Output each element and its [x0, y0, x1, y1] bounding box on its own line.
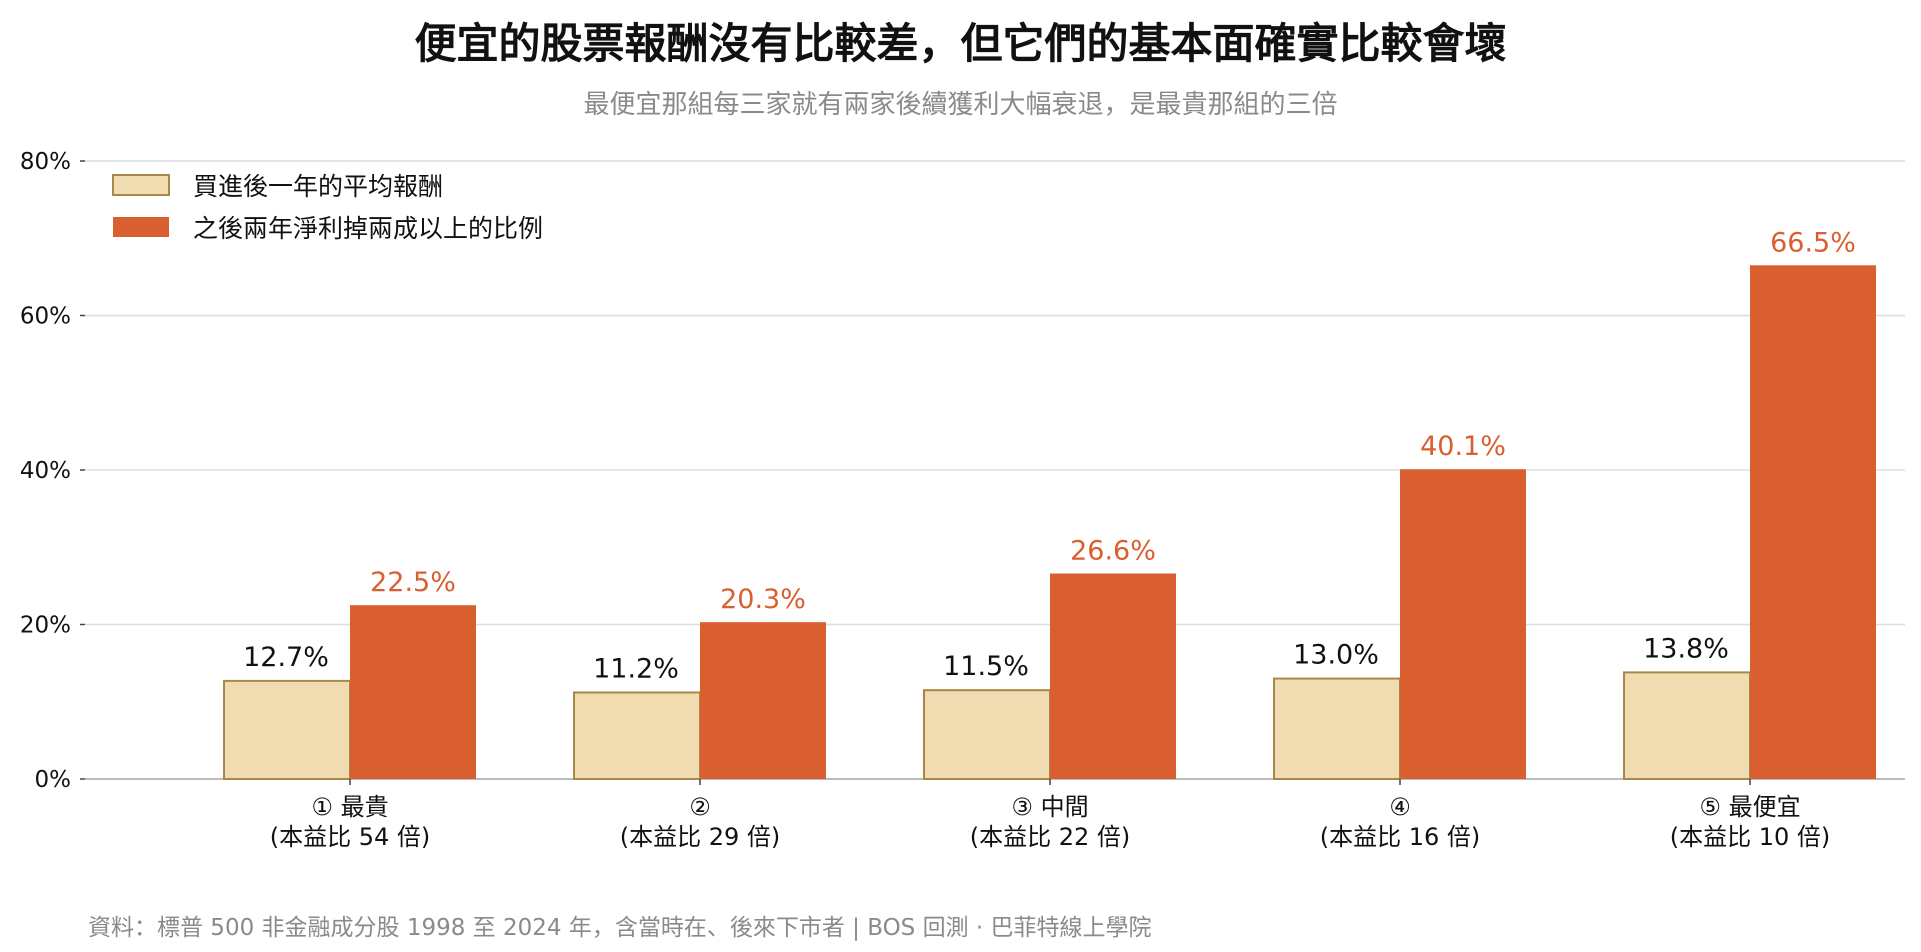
data-label-avg-return: 11.5% [943, 651, 1029, 682]
x-tick-sublabel: (本益比 22 倍) [970, 823, 1131, 851]
bar-avg-return [923, 689, 1051, 780]
y-tick-label: 0% [35, 767, 72, 793]
y-tick-label: 40% [20, 458, 71, 484]
source-note: 資料：標普 500 非金融成分股 1998 至 2024 年，含當時在、後來下市… [88, 915, 1152, 941]
y-tick-label: 20% [20, 613, 71, 639]
bar-avg-return [573, 691, 701, 780]
x-tick-label: ① 最貴 [311, 793, 388, 821]
data-label-avg-return: 11.2% [593, 653, 679, 684]
bar-profit-drop-share [700, 622, 826, 779]
legend-label-profit-drop-share: 之後兩年淨利掉兩成以上的比例 [193, 214, 543, 243]
legend-swatch-avg-return [112, 174, 170, 196]
chart-subtitle: 最便宜那組每三家就有兩家後續獲利大幅衰退，是最貴那組的三倍 [583, 90, 1338, 120]
bar-avg-return [1273, 677, 1401, 781]
data-label-profit-drop-share: 66.5% [1770, 227, 1856, 258]
bar-avg-return [1623, 671, 1751, 781]
x-tick-sublabel: (本益比 29 倍) [620, 823, 781, 851]
x-tick-label: ⑤ 最便宜 [1699, 793, 1800, 821]
data-label-profit-drop-share: 40.1% [1420, 431, 1506, 462]
x-tick-label: ④ [1389, 793, 1411, 821]
data-label-avg-return: 12.7% [243, 642, 329, 673]
data-label-avg-return: 13.8% [1643, 633, 1729, 664]
x-tick-label: ③ 中間 [1011, 793, 1088, 821]
bar-profit-drop-share [1050, 573, 1176, 779]
y-tick-label: 60% [20, 304, 71, 330]
data-label-avg-return: 13.0% [1293, 640, 1379, 671]
x-tick-sublabel: (本益比 10 倍) [1670, 823, 1831, 851]
x-tick-sublabel: (本益比 54 倍) [270, 823, 431, 851]
data-label-profit-drop-share: 22.5% [370, 567, 456, 598]
bar-profit-drop-share [1750, 265, 1876, 780]
data-label-profit-drop-share: 26.6% [1070, 536, 1156, 567]
y-tick-label: 80% [20, 149, 71, 175]
chart-title: 便宜的股票報酬沒有比較差，但它們的基本面確實比較會壞 [414, 19, 1507, 68]
x-tick-sublabel: (本益比 16 倍) [1320, 823, 1481, 851]
legend-label-avg-return: 買進後一年的平均報酬 [193, 172, 443, 201]
bar-profit-drop-share [1400, 469, 1526, 779]
data-label-profit-drop-share: 20.3% [720, 584, 806, 615]
bar-profit-drop-share [350, 605, 476, 779]
legend-swatch-profit-drop-share [113, 217, 169, 237]
bar-avg-return [223, 679, 351, 781]
x-tick-label: ② [689, 793, 711, 821]
